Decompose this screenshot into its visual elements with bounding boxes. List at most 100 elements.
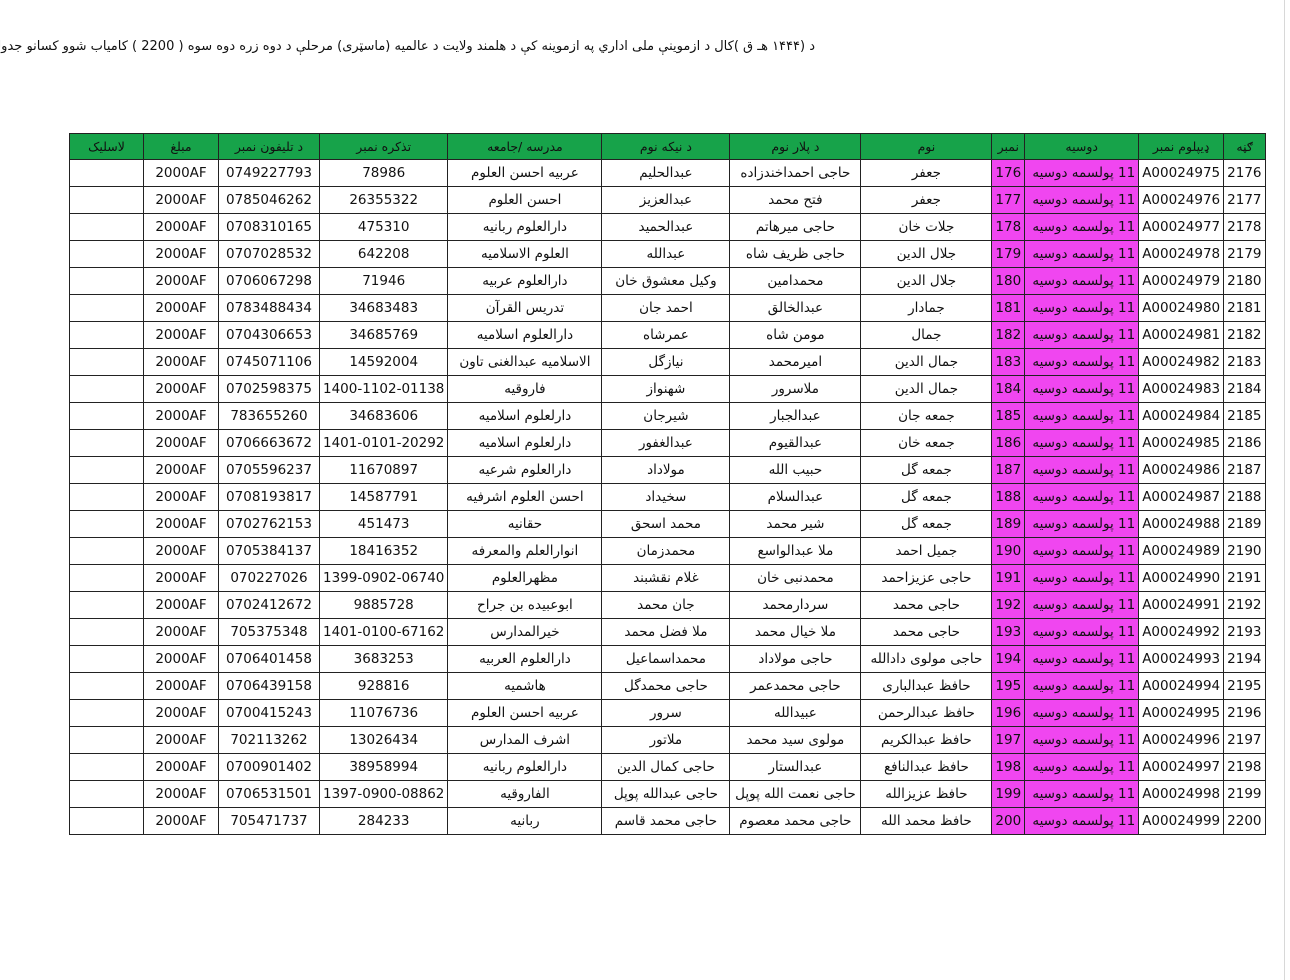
cell-phone-number: 0706401458	[218, 645, 320, 673]
cell-tazkira-number: 26355322	[318, 186, 449, 214]
cell-diploma-number: A00024988	[1138, 510, 1225, 538]
cell-grandfather-name: محمد اسحق	[601, 510, 731, 538]
cell-serial: 2179	[1223, 240, 1267, 268]
cell-phone-number: 0704306653	[218, 321, 320, 349]
cell-number: 186	[991, 429, 1026, 457]
cell-grandfather-name: وکیل معشوق خان	[601, 267, 731, 295]
cell-phone-number: 702113262	[218, 726, 320, 754]
cell-grandfather-name: غلام نقشبند	[601, 564, 731, 592]
cell-serial: 2184	[1223, 375, 1267, 403]
cell-signature	[69, 564, 144, 592]
cell-tazkira-number: 9885728	[318, 591, 449, 619]
cell-name: جمعه جان	[860, 402, 993, 430]
cell-dossier: 11 پولسمه دوسیه	[1024, 429, 1140, 457]
cell-tazkira-number: 642208	[318, 240, 449, 268]
cell-diploma-number: A00024984	[1138, 402, 1225, 430]
cell-name: جمعه گل	[860, 456, 993, 484]
table-row: 2178 A00024977 11 پولسمه دوسیه 178 جلات خان ح…	[69, 213, 1267, 241]
cell-diploma-number: A00024987	[1138, 483, 1225, 511]
cell-tazkira-number: 34683483	[318, 294, 449, 322]
table-row: 2190 A00024989 11 پولسمه دوسیه 190 جمیل احمد…	[69, 537, 1267, 565]
cell-school: الاسلامیه عبدالغنی تاون	[447, 348, 603, 376]
cell-signature	[69, 699, 144, 727]
cell-tazkira-number: 11076736	[318, 699, 449, 727]
cell-grandfather-name: محمدزمان	[601, 537, 731, 565]
cell-school: انوارالعلم والمعرفه	[447, 537, 603, 565]
table-row: 2183 A00024982 11 پولسمه دوسیه 183 جمال الدی…	[69, 348, 1267, 376]
cell-diploma-number: A00024992	[1138, 618, 1225, 646]
table-row: 2191 A00024990 11 پولسمه دوسیه 191 حاجی عزیز…	[69, 564, 1267, 592]
table-row: 2188 A00024987 11 پولسمه دوسیه 188 جمعه گل عب…	[69, 483, 1267, 511]
cell-school: ربانیه	[447, 807, 603, 835]
results-table: ګڼه ډیپلوم نمبر دوسیه نمبر نوم د پلار نوم د نی…	[69, 133, 1267, 835]
cell-diploma-number: A00024980	[1138, 294, 1225, 322]
cell-number: 195	[991, 672, 1026, 700]
cell-signature	[69, 537, 144, 565]
cell-tazkira-number: 1401-0101-20292	[318, 429, 449, 457]
cell-amount: 2000AF	[143, 321, 219, 349]
cell-phone-number: 070227026	[218, 564, 320, 592]
cell-amount: 2000AF	[143, 159, 219, 187]
cell-grandfather-name: شهنواز	[601, 375, 731, 403]
cell-school: دارالعلوم عربیه	[447, 267, 603, 295]
cell-number: 184	[991, 375, 1026, 403]
cell-name: حاجی محمد	[860, 618, 993, 646]
cell-school: احسن العلوم	[447, 186, 603, 214]
cell-diploma-number: A00024999	[1138, 807, 1225, 835]
cell-diploma-number: A00024994	[1138, 672, 1225, 700]
cell-phone-number: 0783488434	[218, 294, 320, 322]
cell-amount: 2000AF	[143, 186, 219, 214]
cell-phone-number: 0745071106	[218, 348, 320, 376]
table-row: 2186 A00024985 11 پولسمه دوسیه 186 جمعه خان ع…	[69, 429, 1267, 457]
cell-school: العلوم الاسلامیه	[447, 240, 603, 268]
cell-school: تدریس القرآن	[447, 294, 603, 322]
cell-grandfather-name: عبدالحلیم	[601, 159, 731, 187]
cell-name: جلال الدین	[860, 240, 993, 268]
header-amount: مبلغ	[143, 133, 219, 160]
cell-serial: 2176	[1223, 159, 1267, 187]
cell-tazkira-number: 3683253	[318, 645, 449, 673]
cell-father-name: حاجی مولاداد	[729, 645, 862, 673]
header-tazkira-number: تذکره نمبر	[318, 133, 449, 160]
cell-signature	[69, 348, 144, 376]
cell-diploma-number: A00024981	[1138, 321, 1225, 349]
cell-father-name: امیرمحمد	[729, 348, 862, 376]
cell-dossier: 11 پولسمه دوسیه	[1024, 294, 1140, 322]
cell-dossier: 11 پولسمه دوسیه	[1024, 267, 1140, 295]
cell-name: جمعه گل	[860, 510, 993, 538]
cell-signature	[69, 672, 144, 700]
cell-name: جمال الدین	[860, 348, 993, 376]
cell-tazkira-number: 1400-1102-01138	[318, 375, 449, 403]
cell-name: حاجی مولوی دادالله	[860, 645, 993, 673]
cell-serial: 2187	[1223, 456, 1267, 484]
cell-diploma-number: A00024990	[1138, 564, 1225, 592]
cell-number: 198	[991, 753, 1026, 781]
cell-father-name: حبیب الله	[729, 456, 862, 484]
cell-tazkira-number: 928816	[318, 672, 449, 700]
cell-number: 200	[991, 807, 1026, 835]
cell-tazkira-number: 78986	[318, 159, 449, 187]
cell-amount: 2000AF	[143, 807, 219, 835]
cell-name: جمیل احمد	[860, 537, 993, 565]
table-row: 2192 A00024991 11 پولسمه دوسیه 192 حاجی محمد…	[69, 591, 1267, 619]
cell-father-name: فتح محمد	[729, 186, 862, 214]
table-row: 2184 A00024983 11 پولسمه دوسیه 184 جمال الدی…	[69, 375, 1267, 403]
cell-dossier: 11 پولسمه دوسیه	[1024, 564, 1140, 592]
cell-number: 193	[991, 618, 1026, 646]
cell-number: 189	[991, 510, 1026, 538]
cell-signature	[69, 780, 144, 808]
cell-amount: 2000AF	[143, 375, 219, 403]
cell-diploma-number: A00024978	[1138, 240, 1225, 268]
cell-number: 199	[991, 780, 1026, 808]
cell-phone-number: 705471737	[218, 807, 320, 835]
cell-grandfather-name: شیرجان	[601, 402, 731, 430]
cell-number: 177	[991, 186, 1026, 214]
cell-dossier: 11 پولسمه دوسیه	[1024, 807, 1140, 835]
cell-grandfather-name: احمد جان	[601, 294, 731, 322]
cell-serial: 2193	[1223, 618, 1267, 646]
cell-name: جلات خان	[860, 213, 993, 241]
cell-father-name: ملاسرور	[729, 375, 862, 403]
cell-amount: 2000AF	[143, 456, 219, 484]
cell-tazkira-number: 11670897	[318, 456, 449, 484]
cell-dossier: 11 پولسمه دوسیه	[1024, 510, 1140, 538]
